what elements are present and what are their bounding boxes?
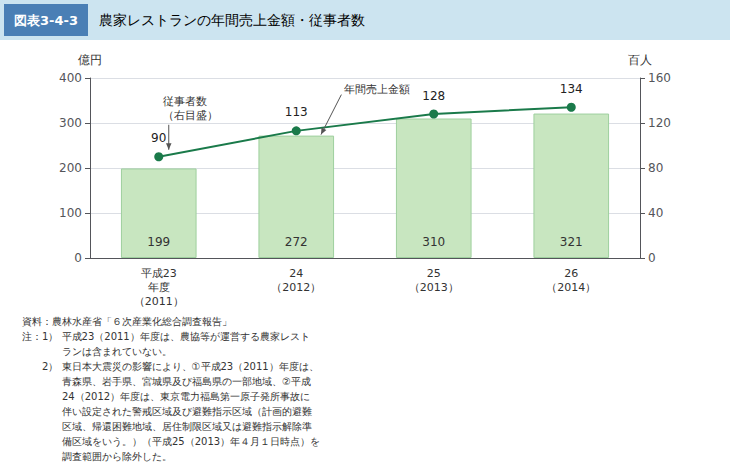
svg-text:（2014）: （2014） [546, 281, 596, 294]
svg-text:272: 272 [285, 235, 308, 249]
svg-text:伴い設定された警戒区域及び避難指示区域（計画的避難: 伴い設定された警戒区域及び避難指示区域（計画的避難 [22, 406, 312, 417]
svg-text:年度: 年度 [148, 281, 170, 294]
svg-text:0: 0 [648, 251, 656, 265]
svg-text:26: 26 [564, 267, 578, 280]
svg-text:2） 東日本大震災の影響により、①平成23（2011）年度は: 2） 東日本大震災の影響により、①平成23（2011）年度は、 [22, 361, 319, 372]
svg-text:113: 113 [285, 105, 308, 119]
svg-text:従事者数: 従事者数 [163, 95, 207, 108]
svg-text:（2012）: （2012） [271, 281, 321, 294]
svg-text:年間売上金額: 年間売上金額 [344, 83, 410, 96]
svg-text:平成23: 平成23 [141, 267, 177, 280]
svg-text:（2011）: （2011） [134, 295, 184, 308]
svg-text:134: 134 [560, 82, 583, 96]
svg-text:120: 120 [648, 116, 671, 130]
svg-text:百人: 百人 [628, 53, 652, 67]
svg-text:128: 128 [422, 89, 445, 103]
svg-text:24（2012）年度は、東京電力福島第一原子発所事故に: 24（2012）年度は、東京電力福島第一原子発所事故に [22, 391, 310, 402]
svg-text:備区域をいう。）（平成25（2013）年４月１日時点）を: 備区域をいう。）（平成25（2013）年４月１日時点）を [22, 436, 320, 447]
svg-text:青森県、岩手県、宮城県及び福島県の一部地域、②平成: 青森県、岩手県、宮城県及び福島県の一部地域、②平成 [22, 376, 311, 387]
svg-text:90: 90 [151, 131, 166, 145]
svg-text:24: 24 [289, 267, 303, 280]
svg-text:農家レストランの年間売上金額・従事者数: 農家レストランの年間売上金額・従事者数 [99, 12, 365, 28]
svg-text:（2013）: （2013） [409, 281, 459, 294]
svg-text:区域、帰還困難地域、居住制限区域又は避難指示解除準: 区域、帰還困難地域、居住制限区域又は避難指示解除準 [22, 421, 312, 432]
svg-text:資料：農林水産省「６次産業化総合調査報告」: 資料：農林水産省「６次産業化総合調査報告」 [22, 316, 232, 327]
svg-text:400: 400 [59, 71, 82, 85]
svg-text:億円: 億円 [78, 53, 102, 67]
svg-text:100: 100 [59, 206, 82, 220]
svg-text:0: 0 [74, 251, 82, 265]
svg-text:注：1） 平成23（2011）年度は、農協等が運営する農家レ: 注：1） 平成23（2011）年度は、農協等が運営する農家レスト [22, 331, 310, 342]
svg-text:（右目盛）: （右目盛） [163, 109, 218, 122]
svg-text:200: 200 [59, 161, 82, 175]
svg-text:調査範囲から除外した。: 調査範囲から除外した。 [22, 451, 172, 462]
svg-text:25: 25 [427, 267, 441, 280]
svg-text:321: 321 [560, 235, 583, 249]
svg-text:40: 40 [648, 206, 663, 220]
svg-text:80: 80 [648, 161, 663, 175]
svg-text:ランは含まれていない。: ランは含まれていない。 [22, 346, 172, 357]
svg-text:160: 160 [648, 71, 671, 85]
svg-text:310: 310 [422, 235, 445, 249]
svg-text:300: 300 [59, 116, 82, 130]
svg-text:199: 199 [147, 235, 170, 249]
svg-text:図表3-4-3: 図表3-4-3 [14, 13, 78, 28]
